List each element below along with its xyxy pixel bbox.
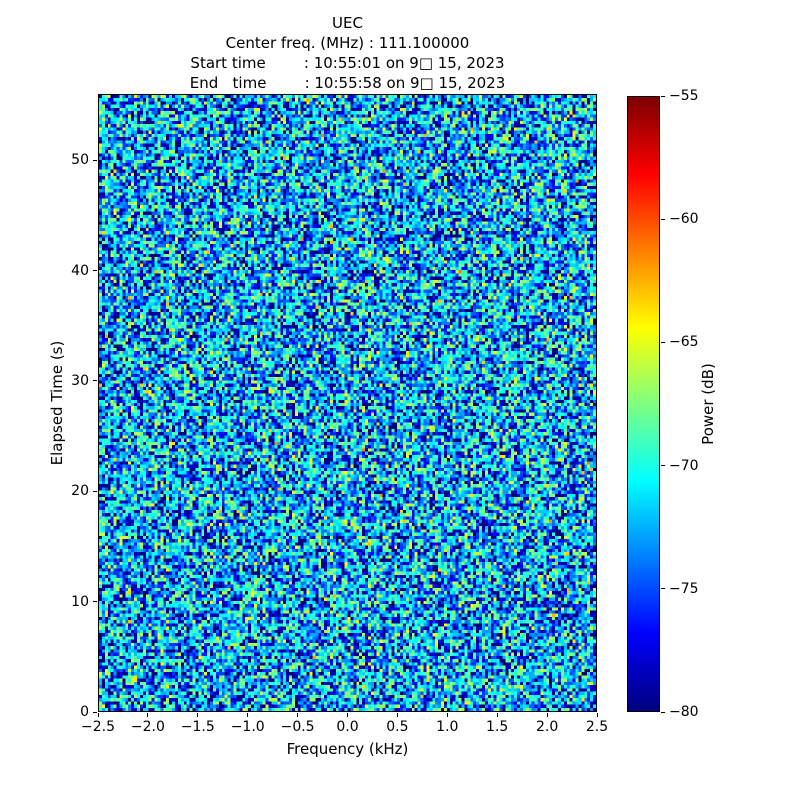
y-tick-mark	[93, 601, 97, 603]
end-time-line: End time : 10:55:58 on 9□ 15, 2023	[189, 74, 506, 92]
colorbar	[627, 96, 660, 712]
x-tick-mark	[97, 713, 99, 717]
colorbar-tick-mark	[661, 341, 665, 343]
start-time-line: Start time : 10:55:01 on 9□ 15, 2023	[190, 54, 505, 72]
x-tick-label: −0.5	[280, 719, 315, 735]
x-tick-mark	[446, 713, 448, 717]
plot-title: UEC	[332, 14, 363, 32]
y-tick-label: 0	[80, 704, 89, 720]
x-tick-label: 2.5	[585, 719, 609, 735]
y-tick-label: 10	[71, 593, 89, 610]
spectrogram-plot-area	[98, 94, 597, 712]
colorbar-tick-label: −65	[669, 334, 699, 351]
y-tick-label: 20	[71, 483, 89, 500]
colorbar-tick-mark	[661, 465, 665, 467]
x-tick-mark	[247, 713, 249, 717]
y-axis-label: Elapsed Time (s)	[48, 340, 66, 466]
y-tick-mark	[93, 159, 97, 161]
x-tick-label: 2.0	[535, 719, 559, 735]
x-tick-label: 1.0	[436, 719, 459, 735]
x-tick-mark	[297, 713, 299, 717]
x-tick-mark	[147, 713, 149, 717]
colorbar-gradient	[628, 97, 659, 711]
x-tick-mark	[496, 713, 498, 717]
x-tick-mark	[347, 713, 348, 717]
colorbar-label: Power (dB)	[699, 363, 717, 445]
x-tick-label: 0.5	[386, 719, 409, 735]
y-tick-label: 50	[71, 152, 89, 169]
colorbar-tick-label: −80	[669, 704, 699, 720]
colorbar-tick-mark	[661, 711, 665, 713]
x-tick-mark	[596, 713, 598, 717]
spectrogram-heatmap	[99, 95, 596, 711]
y-tick-mark	[93, 380, 97, 382]
x-tick-label: −1.5	[180, 719, 215, 735]
y-tick-mark	[93, 490, 97, 492]
x-tick-label: 0.0	[336, 719, 359, 735]
x-tick-label: −2.5	[81, 719, 115, 735]
x-tick-label: −2.0	[130, 719, 165, 735]
colorbar-tick-mark	[661, 95, 665, 97]
colorbar-tick-label: −70	[669, 457, 699, 474]
y-tick-label: 30	[71, 372, 89, 389]
x-tick-label: −1.0	[230, 719, 265, 735]
colorbar-tick-label: −60	[669, 211, 699, 228]
x-tick-mark	[396, 713, 398, 717]
x-tick-mark	[546, 713, 548, 717]
colorbar-tick-label: −75	[669, 580, 699, 597]
y-tick-mark	[93, 270, 97, 272]
center-freq-line: Center freq. (MHz) : 111.100000	[225, 34, 470, 52]
x-tick-mark	[197, 713, 199, 717]
y-tick-mark	[93, 711, 97, 713]
y-tick-label: 40	[71, 262, 89, 279]
x-axis-label: Frequency (kHz)	[286, 740, 409, 758]
colorbar-tick-label: −55	[669, 88, 699, 104]
x-tick-label: 1.5	[486, 719, 509, 735]
colorbar-tick-mark	[661, 588, 665, 590]
colorbar-tick-mark	[661, 218, 665, 220]
